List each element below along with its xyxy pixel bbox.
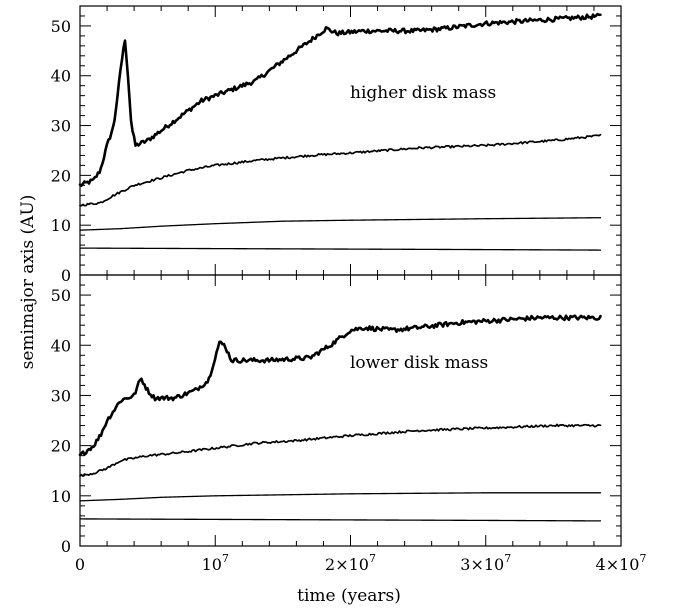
- y-tick-label: 0: [61, 266, 71, 285]
- y-tick-label: 10: [51, 216, 71, 235]
- y-tick-label: 50: [51, 286, 71, 305]
- y-tick-label: 40: [51, 336, 71, 355]
- series-line-3: [79, 492, 602, 502]
- panel-higher-disk-mass: 0 10 20 30 40 50 higher disk mass: [51, 5, 622, 285]
- panel-lower-disk-mass: 0 10 20 30 40 50 lower disk mass: [51, 274, 622, 556]
- series-line-3: [79, 217, 602, 231]
- series-line-2: [79, 133, 602, 207]
- x-tick-label: 0: [75, 555, 85, 574]
- x-axis: 0 107 2×107 3×107 4×107: [75, 552, 647, 574]
- x-tick-label: 2×107: [325, 552, 376, 574]
- plot-frame: [79, 5, 622, 276]
- y-tick-label: 30: [51, 386, 71, 405]
- y-tick-label: 0: [61, 537, 71, 556]
- series-line-4: [79, 247, 602, 251]
- plot-frame: [79, 274, 622, 547]
- series-line-1: [78, 314, 602, 457]
- y-tick-label: 10: [51, 487, 71, 506]
- x-tick-label: 107: [202, 552, 229, 574]
- y-tick-label: 20: [51, 166, 71, 185]
- panel-annotation: lower disk mass: [350, 353, 488, 373]
- y-tick-label: 50: [51, 17, 71, 36]
- series-line-2: [79, 423, 602, 478]
- x-tick-label: 3×107: [460, 552, 511, 574]
- y-tick-label: 30: [51, 117, 71, 136]
- y-tick-label: 20: [51, 437, 71, 456]
- x-axis-title: time (years): [297, 586, 401, 606]
- y-axis-title: semimajor axis (AU): [18, 195, 38, 370]
- series-line-1: [78, 12, 602, 187]
- panel-annotation: higher disk mass: [350, 83, 496, 103]
- x-tick-label: 4×107: [596, 552, 647, 574]
- y-tick-label: 40: [51, 67, 71, 86]
- series-line-4: [79, 518, 602, 522]
